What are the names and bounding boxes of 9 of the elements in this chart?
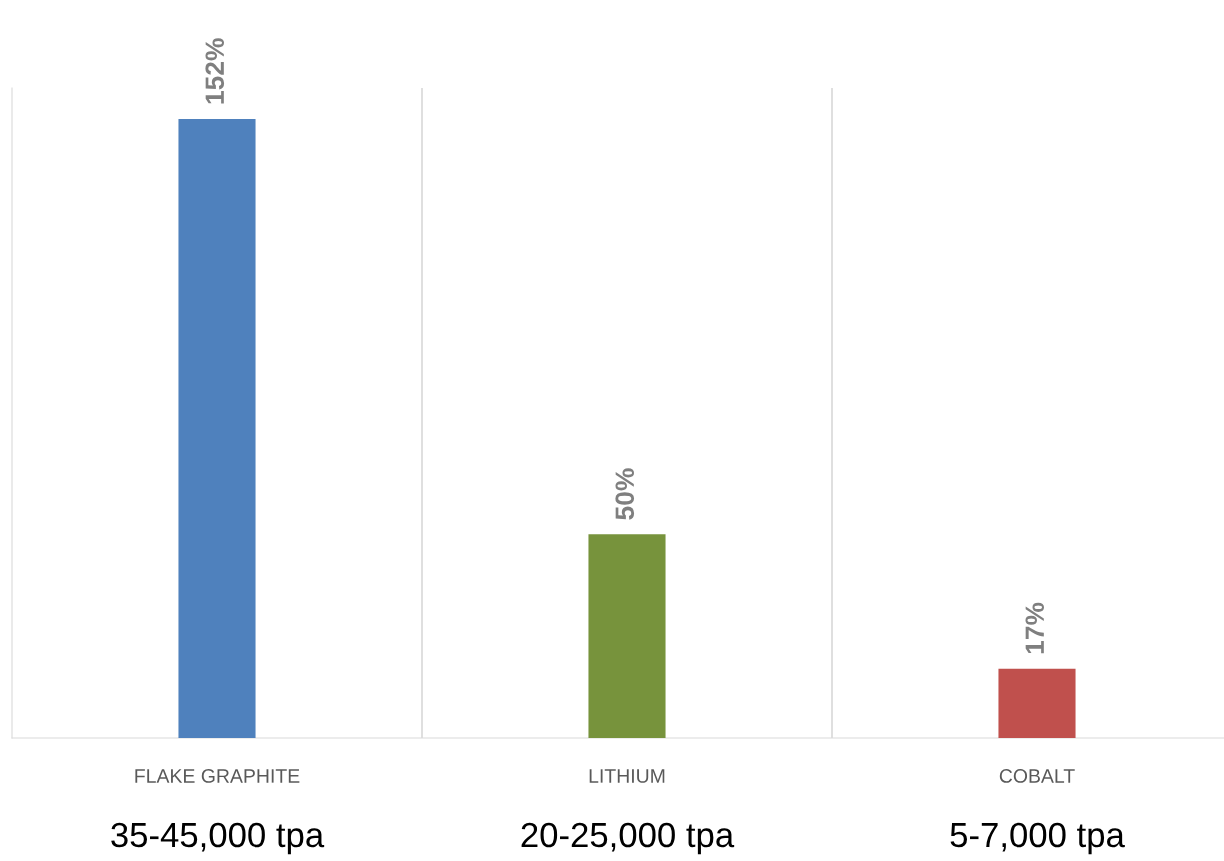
x-tick-label: LITHIUM [589,769,665,783]
text: 20-25,000 tpa [521,822,735,855]
data-label: 17% [1025,602,1045,654]
text: 5-7,000 tpa [950,822,1125,855]
x-tick-label: FLAKE GRAPHITE [135,769,300,783]
text: 35-45,000 tpa [111,822,325,855]
data-label: 50% [615,468,635,520]
x-tick-label: COBALT [999,769,1075,783]
data-label: 152% [205,38,225,104]
